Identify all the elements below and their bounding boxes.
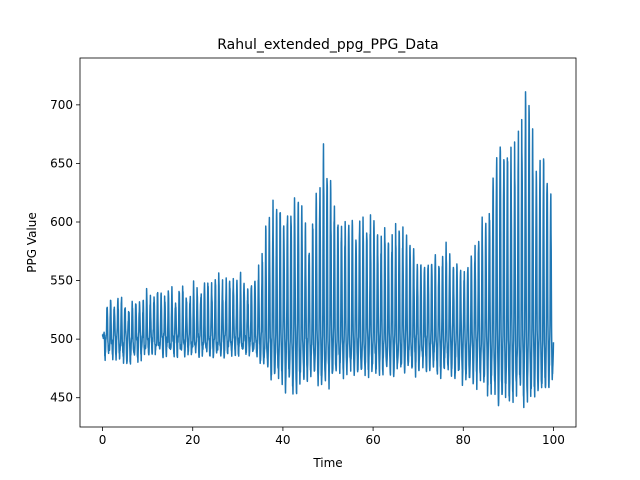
x-tick-label: 60 [365,433,380,447]
x-tick-label: 40 [275,433,290,447]
series-line-0 [101,91,555,409]
x-tick-label: 80 [456,433,471,447]
x-tick-label: 100 [542,433,565,447]
plot-frame [79,57,577,428]
y-tick-label: 550 [50,274,73,288]
x-axis-label: Time [312,456,342,470]
y-tick-label: 650 [50,156,73,170]
y-tick-label: 450 [50,391,73,405]
chart-title: Rahul_extended_ppg_PPG_Data [217,37,438,53]
y-axis-ticks: 450 500 550 600 650 700 [50,98,80,405]
x-axis-ticks: 0 20 40 60 80 100 [99,427,565,447]
y-tick-label: 700 [50,98,73,112]
y-tick-label: 500 [50,332,73,346]
series-layer [101,91,555,409]
x-tick-label: 20 [185,433,200,447]
y-tick-label: 600 [50,215,73,229]
y-axis-label: PPG Value [25,212,39,273]
x-tick-label: 0 [99,433,107,447]
